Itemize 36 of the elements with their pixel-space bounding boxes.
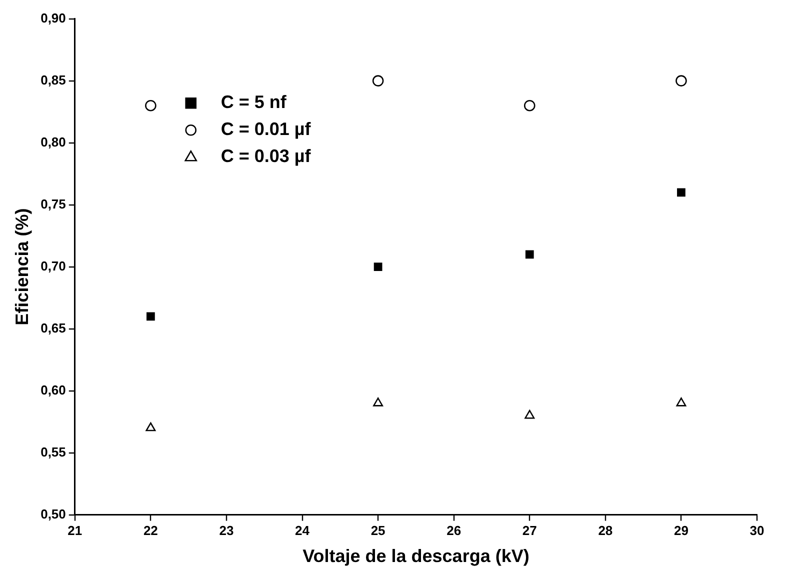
- point: [146, 422, 156, 432]
- legend-label: C = 0.01 µf: [220, 119, 312, 140]
- x-tick-label: 21: [68, 523, 82, 538]
- x-tick-label: 23: [219, 523, 234, 538]
- y-tick-label: 0,55: [40, 444, 66, 460]
- x-tick-label: 28: [598, 523, 613, 538]
- y-tick-label: 0,90: [40, 10, 66, 26]
- y-tick-label: 0,70: [40, 258, 66, 274]
- legend-label: C = 5 nf: [220, 92, 288, 112]
- y-tick-label: 0,75: [40, 196, 66, 212]
- point: [146, 312, 155, 321]
- x-tick-label: 24: [295, 523, 310, 538]
- y-axis-title: Eficiencia (%): [12, 208, 32, 326]
- x-tick-label: 25: [370, 523, 386, 538]
- y-tick-label: 0,65: [40, 320, 66, 336]
- point: [676, 398, 686, 406]
- y-tick-label: 0,85: [40, 72, 66, 88]
- point: [524, 100, 536, 112]
- legend-label: C = 0.03 µf: [220, 146, 312, 166]
- point: [677, 188, 686, 197]
- point: [145, 100, 156, 112]
- x-tick-label: 22: [143, 523, 158, 538]
- point: [676, 75, 687, 86]
- y-tick-label: 0,50: [40, 506, 66, 522]
- x-tick-label: 27: [522, 523, 537, 538]
- y-tick-label: 0,60: [40, 382, 66, 398]
- point: [373, 398, 384, 406]
- y-tick-label: 0,80: [40, 134, 66, 150]
- point: [372, 75, 384, 86]
- x-axis-title: Voltaje de la descarga (kV): [302, 546, 530, 566]
- x-tick-label: 29: [674, 523, 688, 538]
- x-tick-label: 26: [446, 523, 462, 538]
- x-tick-label: 30: [750, 523, 764, 538]
- point: [524, 410, 535, 419]
- point: [374, 262, 382, 271]
- point: [525, 250, 534, 259]
